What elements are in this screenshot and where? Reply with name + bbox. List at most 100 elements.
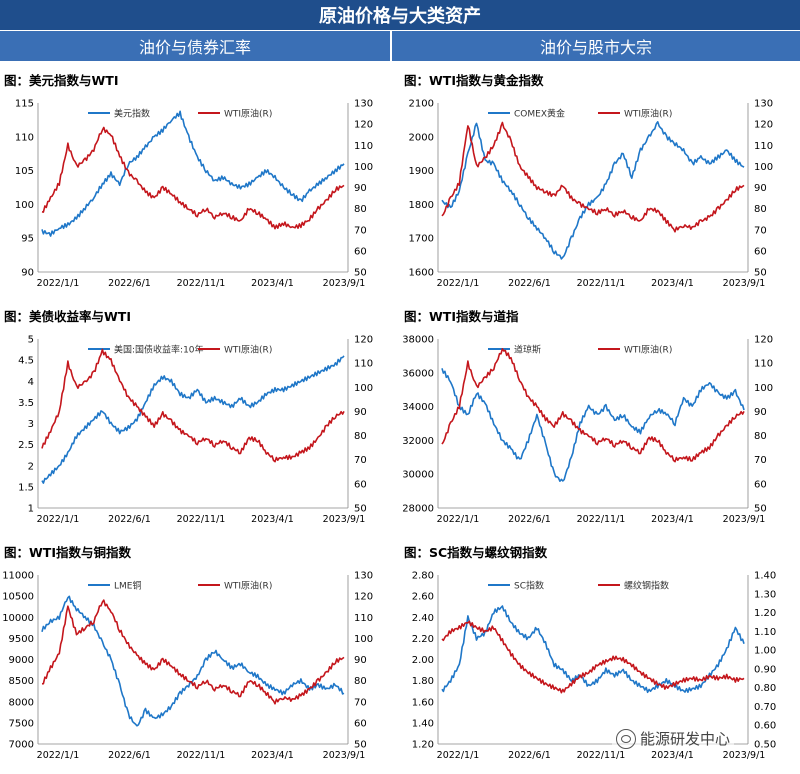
x-tick-label: 2023/4/1 bbox=[251, 750, 294, 761]
right-tick-label: 100 bbox=[754, 162, 773, 173]
chart-panel-ust-wti: 图：美债收益率与WTI 1 1.5 2 2.5 3 3.5 4 4.5 5 50 60 70 80 90 1… bbox=[0, 302, 400, 538]
chart-svg: 7000 7500 8000 8500 9000 9500 10000 10500 11000 5… bbox=[2, 571, 373, 762]
x-tick-label: 2023/4/1 bbox=[651, 514, 694, 525]
chart-title: 图：WTI指数与道指 bbox=[404, 309, 519, 324]
left-tick-label: 115 bbox=[15, 99, 34, 110]
series-line-red bbox=[441, 347, 745, 463]
left-tick-label: 2100 bbox=[409, 99, 434, 110]
chart-title: 图：美元指数与WTI bbox=[4, 73, 119, 88]
x-tick-label: 2022/11/1 bbox=[177, 750, 226, 761]
right-tick-label: 1.00 bbox=[754, 646, 776, 657]
x-tick-label: 2022/11/1 bbox=[177, 278, 226, 289]
right-tick-label: 60 bbox=[754, 479, 767, 490]
right-tick-label: 70 bbox=[354, 697, 367, 708]
right-tick-label: 80 bbox=[354, 204, 367, 215]
legend-label: COMEX黄金 bbox=[514, 108, 565, 120]
right-tick-label: 0.70 bbox=[754, 702, 776, 713]
legend-label: SC指数 bbox=[514, 580, 544, 592]
series-line-red bbox=[441, 620, 745, 694]
right-tick-label: 120 bbox=[354, 592, 373, 603]
watermark-text: 能源研发中心 bbox=[640, 730, 731, 748]
right-tick-label: 90 bbox=[754, 407, 767, 418]
left-tick-label: 1.40 bbox=[412, 718, 434, 729]
left-tick-label: 34000 bbox=[402, 402, 434, 413]
left-tick-label: 2.80 bbox=[412, 571, 434, 582]
left-tick-label: 28000 bbox=[402, 504, 434, 515]
right-tick-label: 110 bbox=[754, 359, 773, 370]
right-tick-label: 1.30 bbox=[754, 589, 776, 600]
left-tick-label: 1900 bbox=[409, 166, 434, 177]
x-tick-label: 2023/4/1 bbox=[651, 750, 694, 761]
right-tick-label: 100 bbox=[354, 383, 373, 394]
left-tick-label: 100 bbox=[15, 200, 34, 211]
chart-svg: 28000 30000 32000 34000 36000 38000 50 60 70 80 90… bbox=[402, 335, 773, 526]
right-tick-label: 1.40 bbox=[754, 571, 776, 582]
chart-panel-wti-copper: 图：WTI指数与铜指数 7000 7500 8000 8500 9000 9500 1000… bbox=[0, 538, 400, 774]
x-tick-label: 2022/11/1 bbox=[577, 278, 626, 289]
chart-title: 图：WTI指数与铜指数 bbox=[4, 545, 131, 560]
right-tick-label: 110 bbox=[754, 141, 773, 152]
left-tick-label: 2000 bbox=[409, 132, 434, 143]
right-tick-label: 70 bbox=[354, 455, 367, 466]
right-tick-label: 90 bbox=[354, 183, 367, 194]
right-tick-label: 100 bbox=[354, 162, 373, 173]
right-tick-label: 120 bbox=[754, 120, 773, 131]
x-tick-label: 2023/4/1 bbox=[251, 514, 294, 525]
legend-label: WTI原油(R) bbox=[224, 108, 272, 120]
x-tick-label: 2023/9/1 bbox=[723, 514, 766, 525]
legend-label: WTI原油(R) bbox=[624, 344, 672, 356]
chart-title: 图：WTI指数与黄金指数 bbox=[404, 73, 544, 88]
left-tick-label: 3.5 bbox=[18, 398, 34, 409]
series-line-blue bbox=[441, 368, 745, 482]
right-tick-label: 0.80 bbox=[754, 683, 776, 694]
legend-label: 螺纹钢指数 bbox=[624, 580, 669, 592]
right-tick-label: 50 bbox=[354, 740, 367, 751]
left-tick-label: 1 bbox=[28, 504, 34, 515]
left-tick-label: 1.60 bbox=[412, 697, 434, 708]
right-tick-label: 80 bbox=[754, 431, 767, 442]
x-tick-label: 2022/6/1 bbox=[508, 278, 551, 289]
left-tick-label: 4 bbox=[28, 377, 34, 388]
x-tick-label: 2022/1/1 bbox=[437, 278, 480, 289]
right-tick-label: 120 bbox=[354, 335, 373, 346]
series-line-red bbox=[41, 126, 345, 230]
x-tick-label: 2022/6/1 bbox=[108, 750, 151, 761]
left-tick-label: 30000 bbox=[402, 470, 434, 481]
page-banner: 原油价格与大类资产 bbox=[0, 0, 800, 30]
x-tick-label: 2022/1/1 bbox=[37, 514, 80, 525]
section-title-left: 油价与债券汇率 bbox=[138, 38, 251, 57]
chart-panel-wti-dow: 图：WTI指数与道指 28000 30000 32000 34000 36000 3800… bbox=[400, 302, 800, 538]
chart-panel-sc-rebar: 图：SC指数与螺纹钢指数 1.20 1.40 1.60 1.80 2.00 2.20 2.4… bbox=[400, 538, 800, 774]
right-tick-label: 80 bbox=[354, 431, 367, 442]
right-tick-label: 60 bbox=[354, 246, 367, 257]
x-tick-label: 2022/11/1 bbox=[577, 514, 626, 525]
left-tick-label: 36000 bbox=[402, 368, 434, 379]
right-tick-label: 70 bbox=[754, 455, 767, 466]
right-tick-label: 50 bbox=[754, 268, 767, 279]
left-tick-label: 8500 bbox=[9, 676, 34, 687]
left-tick-label: 2 bbox=[28, 461, 34, 472]
left-tick-label: 4.5 bbox=[18, 356, 34, 367]
series-line-blue bbox=[41, 355, 345, 484]
right-tick-label: 80 bbox=[754, 204, 767, 215]
legend-label: LME铜 bbox=[114, 580, 141, 592]
left-tick-label: 32000 bbox=[402, 436, 434, 447]
series-line-blue bbox=[41, 110, 345, 237]
x-tick-label: 2023/9/1 bbox=[323, 750, 366, 761]
right-tick-label: 100 bbox=[754, 383, 773, 394]
x-tick-label: 2022/1/1 bbox=[437, 750, 480, 761]
left-tick-label: 2.5 bbox=[18, 440, 34, 451]
x-tick-label: 2023/4/1 bbox=[251, 278, 294, 289]
x-tick-label: 2022/11/1 bbox=[177, 514, 226, 525]
right-tick-label: 110 bbox=[354, 141, 373, 152]
series-line-blue bbox=[441, 120, 745, 260]
left-tick-label: 9000 bbox=[9, 655, 34, 666]
left-tick-label: 9500 bbox=[9, 634, 34, 645]
chart-svg: 90 95 100 105 110 115 50 60 70 80 90 100 110 120 130 20… bbox=[15, 99, 373, 290]
right-tick-label: 1.20 bbox=[754, 608, 776, 619]
left-tick-label: 2.60 bbox=[412, 592, 434, 603]
legend-label: WTI原油(R) bbox=[624, 108, 672, 120]
right-tick-label: 70 bbox=[754, 225, 767, 236]
left-tick-label: 110 bbox=[15, 132, 34, 143]
right-tick-label: 130 bbox=[754, 99, 773, 110]
